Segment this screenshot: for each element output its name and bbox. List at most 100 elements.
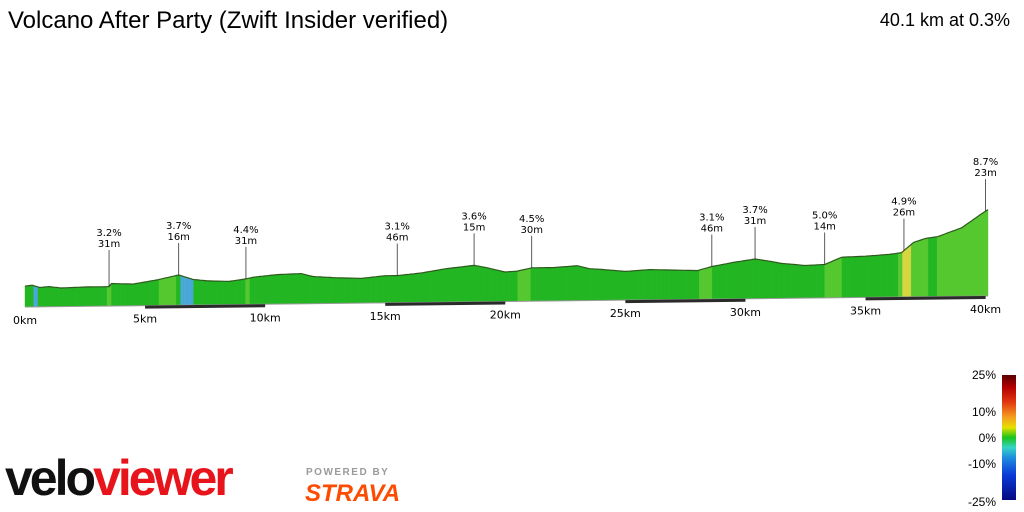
gradient-band xyxy=(547,267,553,302)
gradient-band xyxy=(850,256,856,298)
gradient-band xyxy=(128,283,134,306)
gradient-band xyxy=(409,273,415,303)
gradient-band xyxy=(180,275,186,306)
gradient-band xyxy=(470,265,475,303)
annotation-length: 26m xyxy=(893,208,915,219)
gradient-band xyxy=(863,255,869,298)
gradient-band xyxy=(98,286,104,307)
annotation-gradient: 3.2% xyxy=(96,228,121,239)
gradient-band xyxy=(776,262,782,299)
gradient-band xyxy=(764,260,769,299)
gradient-band xyxy=(789,263,795,299)
gradient-band xyxy=(115,283,121,307)
gradient-band xyxy=(958,226,964,297)
annotation-gradient: 4.4% xyxy=(233,225,258,236)
gradient-band xyxy=(331,277,337,304)
gradient-band xyxy=(530,267,536,302)
gradient-band xyxy=(980,211,985,297)
annotation-gradient: 3.6% xyxy=(461,211,486,222)
gradient-band xyxy=(655,269,661,301)
gradient-band xyxy=(227,280,233,305)
gradient-band xyxy=(828,260,834,298)
gradient-band xyxy=(400,274,406,303)
gradient-band xyxy=(422,271,428,303)
gradient-band xyxy=(189,278,194,306)
route-summary: 40.1 km at 0.3% xyxy=(879,10,1010,30)
gradient-band xyxy=(42,286,47,307)
x-tick-label: 15km xyxy=(370,310,401,323)
gradient-band xyxy=(275,274,281,305)
gradient-band xyxy=(798,264,804,299)
gradient-band xyxy=(366,277,371,304)
gradient-band xyxy=(392,275,397,303)
gradient-band xyxy=(452,267,458,303)
gradient-band xyxy=(305,274,311,305)
gradient-band xyxy=(630,270,635,301)
gradient-band xyxy=(176,275,181,306)
gradient-band xyxy=(340,277,346,304)
gradient-band xyxy=(668,269,674,300)
gradient-band xyxy=(223,281,229,305)
x-tick-label: 25km xyxy=(610,307,641,320)
gradient-band xyxy=(975,214,981,297)
gradient-band xyxy=(184,276,190,306)
gradient-band xyxy=(171,275,177,306)
gradient-band xyxy=(46,286,52,308)
gradient-band xyxy=(582,266,588,301)
gradient-band xyxy=(599,269,605,301)
gradient-band xyxy=(923,237,929,297)
gradient-band xyxy=(608,269,614,301)
gradient-band xyxy=(733,261,739,300)
gradient-band xyxy=(971,217,977,297)
gradient-band xyxy=(197,279,203,306)
gradient-band xyxy=(586,267,592,301)
km-scale-segment xyxy=(145,304,266,309)
gradient-band xyxy=(898,251,903,298)
gradient-band xyxy=(543,267,549,302)
gradient-band xyxy=(725,262,730,300)
gradient-band xyxy=(604,269,609,301)
km-scale-segment xyxy=(625,298,746,304)
annotation-gradient: 4.5% xyxy=(519,214,544,225)
gradient-band xyxy=(716,264,722,300)
gradient-band xyxy=(686,270,691,300)
gradient-band xyxy=(240,278,246,305)
gradient-band xyxy=(785,263,791,299)
gradient-band xyxy=(642,269,648,301)
km-scale-segment xyxy=(385,301,506,306)
gradient-band xyxy=(664,269,670,300)
gradient-band xyxy=(500,270,505,302)
gradient-band xyxy=(552,267,557,302)
gradient-band xyxy=(297,273,302,305)
gradient-band xyxy=(712,265,717,300)
annotation-gradient: 3.7% xyxy=(166,221,191,232)
gradient-band xyxy=(902,247,907,298)
gradient-band xyxy=(807,264,812,299)
gradient-band xyxy=(513,270,518,302)
powered-by-text: POWERED BY xyxy=(306,467,390,478)
gradient-band xyxy=(137,282,142,306)
gradient-band xyxy=(729,262,735,300)
gradient-band xyxy=(854,256,860,298)
gradient-band xyxy=(759,259,765,299)
gradient-band xyxy=(253,276,259,305)
gradient-band xyxy=(292,273,298,305)
gradient-band xyxy=(465,265,471,303)
gradient-band xyxy=(746,259,752,300)
x-tick-label: 5km xyxy=(133,313,157,326)
gradient-band xyxy=(279,274,285,305)
gradient-band xyxy=(478,265,484,302)
gradient-band xyxy=(288,273,294,305)
gradient-band xyxy=(85,286,91,307)
gradient-band xyxy=(418,272,423,303)
gradient-band xyxy=(362,277,367,304)
gradient-band xyxy=(677,269,683,300)
gradient-band xyxy=(893,252,899,298)
gradient-band xyxy=(258,275,263,305)
gradient-band xyxy=(111,283,117,307)
gradient-band xyxy=(526,267,531,302)
veloviewer-logo: veloviewer xyxy=(5,450,234,506)
annotation-length: 15m xyxy=(463,222,485,233)
gradient-band xyxy=(573,265,579,301)
gradient-band xyxy=(219,280,225,306)
